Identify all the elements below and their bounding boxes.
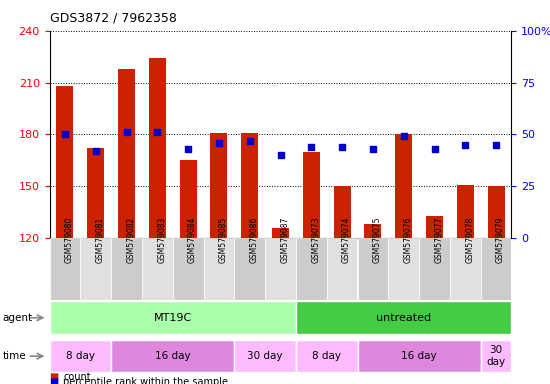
Text: GSM579085: GSM579085 <box>219 217 228 263</box>
Bar <box>457 185 474 238</box>
Bar <box>395 134 412 238</box>
Bar <box>87 148 104 238</box>
Point <box>184 146 192 152</box>
Point <box>399 133 408 139</box>
Bar <box>334 186 350 238</box>
Text: GSM579084: GSM579084 <box>188 217 197 263</box>
Point <box>307 144 316 150</box>
Bar <box>450 238 481 300</box>
Point <box>430 146 439 152</box>
Bar <box>234 238 265 300</box>
Bar <box>204 238 234 300</box>
Bar <box>296 238 327 300</box>
Bar <box>358 238 388 300</box>
Bar <box>211 133 227 238</box>
Bar <box>173 238 204 300</box>
Bar <box>426 216 443 238</box>
Text: agent: agent <box>3 313 33 323</box>
Point <box>276 152 285 158</box>
Text: percentile rank within the sample: percentile rank within the sample <box>63 377 228 384</box>
Text: ■: ■ <box>50 372 59 382</box>
Point <box>91 148 100 154</box>
Text: 16 day: 16 day <box>155 351 190 361</box>
Bar <box>80 238 111 300</box>
Bar <box>149 58 166 238</box>
Text: GSM579079: GSM579079 <box>496 217 505 263</box>
Bar <box>488 186 504 238</box>
Bar <box>265 238 296 300</box>
Bar <box>327 238 358 300</box>
Text: GSM579082: GSM579082 <box>126 217 135 263</box>
Text: 8 day: 8 day <box>312 351 341 361</box>
Text: GSM579077: GSM579077 <box>434 217 443 263</box>
Bar <box>142 238 173 300</box>
Text: MT19C: MT19C <box>153 313 192 323</box>
Bar <box>388 238 419 300</box>
Point <box>122 129 131 136</box>
Text: GSM579087: GSM579087 <box>280 217 289 263</box>
Text: GSM579080: GSM579080 <box>65 217 74 263</box>
Text: GSM579075: GSM579075 <box>373 217 382 263</box>
Text: time: time <box>3 351 26 361</box>
Bar <box>111 340 234 372</box>
Bar <box>234 340 296 372</box>
Bar <box>50 301 296 334</box>
Bar <box>358 340 481 372</box>
Point <box>60 131 69 137</box>
Point <box>153 129 162 136</box>
Text: 30
day: 30 day <box>487 345 505 367</box>
Bar <box>365 224 381 238</box>
Bar <box>272 228 289 238</box>
Point <box>214 140 223 146</box>
Bar <box>296 301 512 334</box>
Point <box>368 146 377 152</box>
Text: ■: ■ <box>50 377 59 384</box>
Bar <box>118 69 135 238</box>
Bar <box>303 152 320 238</box>
Bar <box>180 161 196 238</box>
Bar <box>481 238 512 300</box>
Bar <box>419 238 450 300</box>
Point <box>245 137 254 144</box>
Point <box>492 142 500 148</box>
Text: untreated: untreated <box>376 313 431 323</box>
Text: GSM579086: GSM579086 <box>250 217 258 263</box>
Text: GSM579081: GSM579081 <box>96 217 104 263</box>
Text: GSM579073: GSM579073 <box>311 217 320 263</box>
Point <box>461 142 470 148</box>
Bar <box>481 340 512 372</box>
Text: GSM579074: GSM579074 <box>342 217 351 263</box>
Text: GSM579078: GSM579078 <box>465 217 474 263</box>
Bar <box>57 86 73 238</box>
Bar <box>241 133 258 238</box>
Point <box>338 144 346 150</box>
Bar <box>111 238 142 300</box>
Text: GSM579076: GSM579076 <box>404 217 412 263</box>
Text: GSM579083: GSM579083 <box>157 217 166 263</box>
Text: 30 day: 30 day <box>248 351 283 361</box>
Text: 16 day: 16 day <box>402 351 437 361</box>
Bar <box>50 238 80 300</box>
Text: count: count <box>63 372 91 382</box>
Text: 8 day: 8 day <box>66 351 95 361</box>
Bar <box>296 340 358 372</box>
Bar <box>50 340 111 372</box>
Text: GDS3872 / 7962358: GDS3872 / 7962358 <box>50 12 177 25</box>
